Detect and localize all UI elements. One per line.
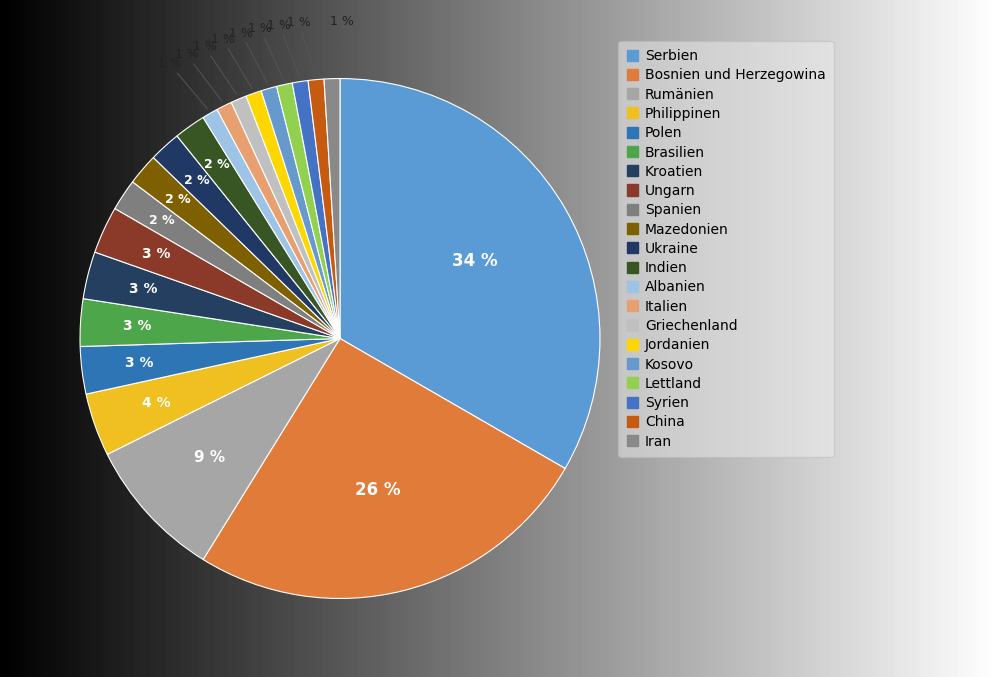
Text: 3 %: 3 %	[125, 356, 153, 370]
Text: 1 %: 1 %	[193, 40, 237, 94]
Wedge shape	[340, 79, 600, 468]
Text: 2 %: 2 %	[184, 175, 209, 188]
Wedge shape	[246, 91, 340, 338]
Wedge shape	[95, 209, 340, 338]
Wedge shape	[177, 118, 340, 338]
Wedge shape	[277, 83, 340, 338]
Wedge shape	[308, 79, 340, 338]
Wedge shape	[133, 158, 340, 338]
Text: 1 %: 1 %	[248, 22, 283, 79]
Wedge shape	[115, 182, 340, 338]
Text: 1 %: 1 %	[287, 16, 316, 74]
Legend: Serbien, Bosnien und Herzegowina, Rumänien, Philippinen, Polen, Brasilien, Kroat: Serbien, Bosnien und Herzegowina, Rumäni…	[618, 41, 834, 457]
Wedge shape	[231, 96, 340, 338]
Wedge shape	[153, 136, 340, 338]
Wedge shape	[324, 79, 340, 338]
Wedge shape	[80, 338, 340, 394]
Wedge shape	[83, 252, 340, 338]
Text: 3 %: 3 %	[123, 319, 152, 333]
Text: 4 %: 4 %	[142, 396, 170, 410]
Text: 3 %: 3 %	[129, 282, 158, 296]
Text: 1 %: 1 %	[330, 15, 354, 74]
Text: 1 %: 1 %	[229, 27, 267, 83]
Text: 1 %: 1 %	[175, 48, 222, 101]
Wedge shape	[80, 299, 340, 347]
Wedge shape	[86, 338, 340, 454]
Wedge shape	[217, 102, 340, 338]
Text: 2011: 2011	[418, 0, 534, 9]
Text: 1 %: 1 %	[267, 18, 299, 77]
Text: 2 %: 2 %	[204, 158, 230, 171]
Text: 1 %: 1 %	[211, 33, 252, 89]
Text: 26 %: 26 %	[355, 481, 401, 499]
Wedge shape	[261, 87, 340, 338]
Wedge shape	[107, 338, 340, 559]
Text: 34 %: 34 %	[452, 252, 498, 269]
Wedge shape	[292, 81, 340, 338]
Wedge shape	[203, 338, 565, 598]
Text: 2 %: 2 %	[165, 194, 191, 206]
Text: 3 %: 3 %	[142, 246, 170, 261]
Text: 1 %: 1 %	[158, 58, 207, 109]
Text: 9 %: 9 %	[194, 450, 225, 465]
Text: 2 %: 2 %	[149, 214, 175, 227]
Wedge shape	[203, 110, 340, 338]
